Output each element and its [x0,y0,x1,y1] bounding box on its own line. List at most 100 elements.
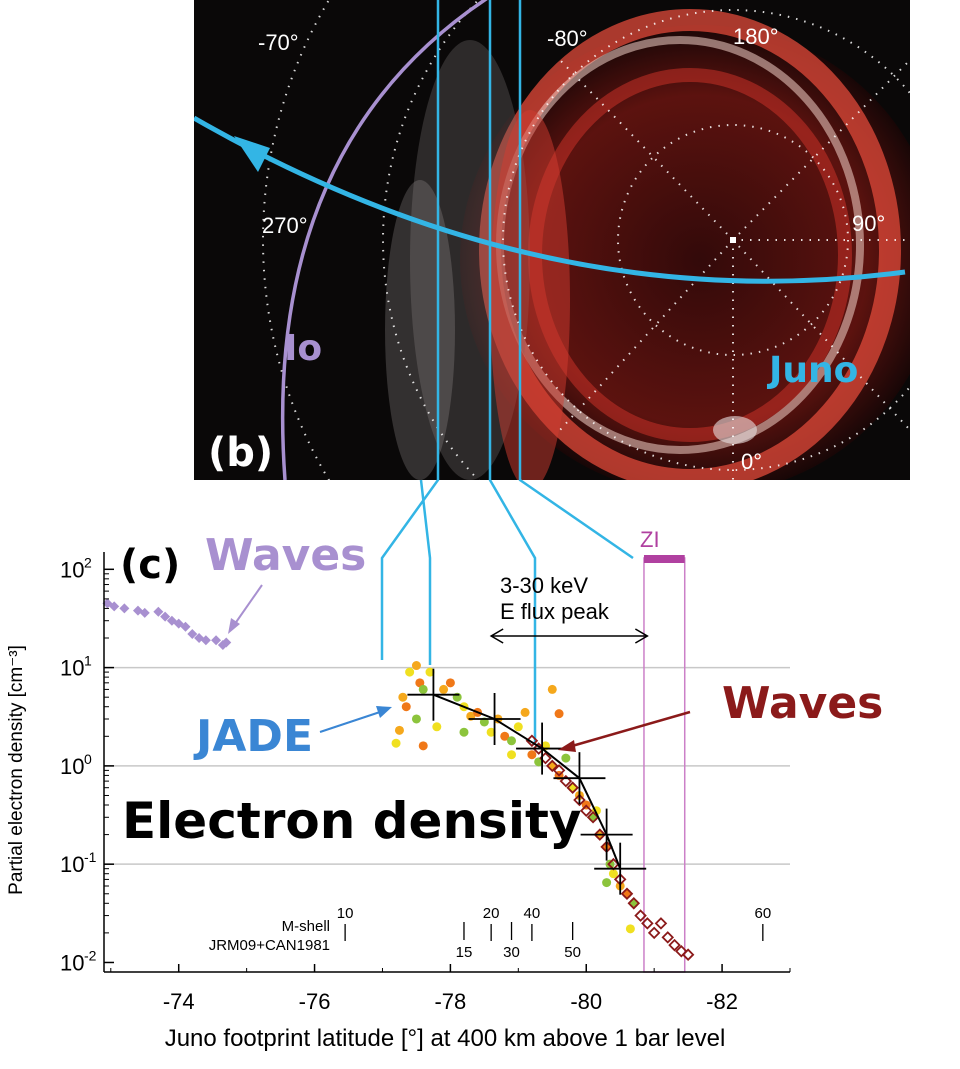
waves-late-point-7 [573,793,586,807]
y-tick-label-3: 10 [60,656,84,681]
zi-bar [643,555,685,563]
connector-line-2 [419,479,432,665]
y-tick-exponent-4: 2 [84,554,92,570]
waves-early-point-9 [180,621,191,632]
jade-arrowhead [376,706,392,718]
y-tick-label-4: 10 [60,557,84,582]
waves-top-arrow [231,584,263,629]
y-tick-label-0: 10 [60,950,84,975]
y-axis-title: Partial electron density [cm⁻³] [6,645,27,895]
mshell-tick-label-2: 20 [483,905,500,922]
mshell-tick-label-4: 40 [524,905,541,922]
label-lon-90: 90° [852,211,885,236]
jade-point-9 [439,684,449,694]
waves-late-point-15 [627,897,641,910]
panel-c-label: (c) [120,542,180,588]
waves-late-point-17 [641,917,654,930]
jade-point-45 [547,684,557,694]
jade-arrow [319,711,381,733]
waves-late-point-5 [559,774,573,788]
label-lon-minus80: -80° [547,26,588,51]
flux-peak-arrowhead-right [634,628,649,644]
zi-box [643,557,686,973]
waves-late-point-16 [634,909,647,922]
label-lon-0: 0° [741,449,762,474]
connector-line-1 [380,0,440,660]
waves-early-point-1 [109,601,120,612]
mshell-tick-label-6: 60 [754,905,771,922]
jade-point-7 [411,714,421,724]
aurora-bright-spot [713,416,757,444]
juno-trajectory-curve [194,115,906,284]
jade-point-1 [411,661,421,671]
waves-late-point-8 [579,804,593,817]
mshell-tick-label-1: 15 [456,944,473,961]
waves-right-arrow [571,710,691,748]
jade-point-16 [486,727,496,737]
jade-point-44 [507,750,517,760]
aurora-red-band [490,110,570,480]
jade-point-39 [629,898,639,908]
jade-point-22 [527,750,537,760]
zi-label: ZI [640,527,660,552]
waves-late-point-23 [681,948,695,961]
waves-late-point-18 [647,926,661,940]
waves-right-label: Waves [722,678,883,729]
x-tick-label-4: -82 [706,989,738,1014]
jade-point-47 [602,878,612,888]
jade-point-48 [625,924,635,934]
flux-peak-arrowhead-left [489,628,504,644]
connector-line-3 [488,0,537,745]
jade-point-10 [445,678,455,688]
jade-point-0 [405,667,415,677]
jade-point-3 [418,684,428,694]
waves-early-point-5 [153,606,164,617]
y-tick-label-2: 10 [60,754,84,779]
jade-point-38 [622,889,632,899]
x-tick-label-1: -76 [299,989,331,1014]
io-label: Io [284,328,322,369]
waves-early-point-15 [221,637,232,648]
juno-label: Juno [766,350,858,391]
label-lon-270: 270° [262,213,308,238]
pole-marker [730,237,736,243]
aurora-image-panel: -70° -80° 180° 270° 90° 0° Io Juno (b) [194,0,910,480]
jade-point-46 [554,709,564,719]
jade-point-28 [568,783,578,793]
jade-point-4 [425,667,435,677]
x-tick-label-2: -78 [434,989,466,1014]
y-tick-exponent-0: -2 [84,947,97,963]
binned-jade-profile [407,668,647,895]
jade-point-43 [459,727,469,737]
waves-late-point-4 [552,764,566,777]
model-label: JRM09+CAN1981 [209,937,330,954]
waves-late-point-22 [675,945,688,958]
jade-point-8 [432,722,442,732]
waves-early-point-12 [200,635,211,646]
panel-b-label: (b) [208,430,273,476]
jade-point-18 [500,731,510,741]
x-axis-title: Juno footprint latitude [°] at 400 km ab… [165,1025,726,1052]
waves-right-arrowhead [558,740,576,752]
waves-late-point-14 [620,887,634,901]
m-shell-ticks: 10 15 20 30 40 50 60 [337,905,771,961]
x-tick-label-0: -74 [163,989,195,1014]
connector-lines [380,0,634,745]
waves-early-point-6 [160,611,171,622]
label-lon-minus70: -70° [258,30,299,55]
jade-point-6 [401,702,411,712]
flux-peak-range [489,628,649,644]
waves-late-point-21 [668,938,681,952]
zi-region [643,555,686,973]
waves-late-point-20 [661,931,675,944]
jade-label: JADE [193,711,313,762]
aurora-diffuse-band-2 [385,180,455,480]
y-tick-label-1: 10 [60,852,84,877]
jade-point-27 [561,753,571,763]
jade-point-35 [605,859,615,869]
y-tick-exponent-1: -1 [84,849,97,865]
coordinate-grid [262,0,910,480]
